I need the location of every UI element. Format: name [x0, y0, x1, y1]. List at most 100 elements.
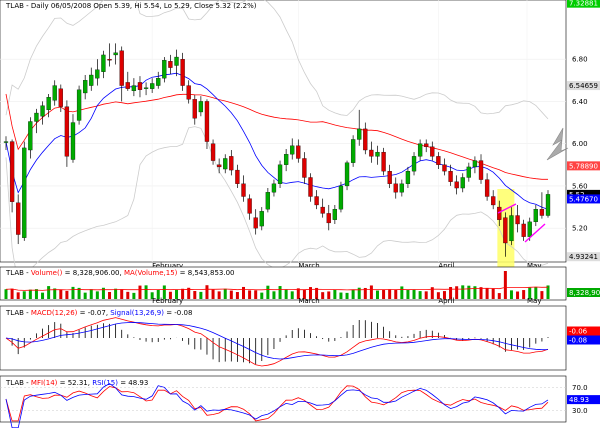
rsi-line	[5, 383, 549, 428]
price-tick-label: 5.20	[572, 225, 588, 233]
candle	[216, 158, 222, 174]
candle	[448, 164, 453, 186]
candle	[143, 82, 149, 96]
volume-bar	[223, 288, 227, 299]
candle	[521, 219, 526, 241]
volume-bar	[10, 288, 14, 299]
candle	[22, 141, 27, 241]
header-part-4: = 8,543,853.00	[177, 269, 234, 277]
candle-body	[210, 143, 216, 161]
candle	[265, 188, 271, 213]
candles	[3, 43, 551, 257]
price-tick-label: 5.60	[572, 182, 588, 190]
candle-body	[16, 202, 21, 235]
candle	[533, 204, 538, 227]
volume-bar	[528, 287, 532, 299]
candle-body	[326, 213, 331, 224]
month-label: May	[527, 297, 541, 305]
volume-bar	[22, 291, 26, 299]
volume-bar	[108, 291, 112, 299]
candle	[405, 166, 411, 189]
volume-bar	[235, 292, 239, 299]
candle-body	[241, 183, 246, 197]
candle	[326, 204, 331, 231]
candle	[338, 181, 344, 213]
candle-body	[472, 160, 478, 168]
volume-bar	[509, 290, 513, 299]
candle	[46, 94, 51, 118]
price-grid	[0, 0, 566, 262]
month-label: March	[298, 297, 319, 305]
candle	[290, 138, 295, 160]
volume-bar	[503, 271, 507, 299]
month-label: February	[152, 262, 183, 270]
candle	[509, 207, 514, 246]
volume-bar	[162, 285, 166, 299]
candle	[16, 194, 21, 245]
price-title: TLAB - Daily 06/05/2008 Open 5.39, Hi 5.…	[5, 2, 257, 10]
candle-body	[198, 101, 204, 113]
volume-bar	[302, 289, 306, 299]
price-tag-box	[567, 194, 600, 204]
candle	[113, 43, 118, 65]
volume-bar	[168, 291, 172, 299]
price-tag-label: 5.78890	[569, 162, 598, 170]
volume-bar	[53, 288, 57, 299]
candle-body	[143, 87, 149, 89]
candle	[253, 209, 258, 235]
header-part-0: TLAB -	[5, 269, 31, 277]
candle-body	[515, 215, 520, 225]
volume-bar	[95, 291, 99, 299]
candle-body	[411, 156, 417, 172]
candle-body	[64, 106, 70, 157]
candle	[515, 204, 520, 233]
volume-bar	[229, 290, 233, 299]
mfi-title: TLAB - MFI(14) = 52.31, RSI(15) = 48.93	[5, 379, 148, 387]
header-part-2: = 52.31,	[57, 379, 92, 387]
candle	[497, 200, 502, 227]
mfi-line	[5, 385, 549, 422]
candle-body	[216, 164, 222, 168]
volume-bar	[296, 288, 300, 299]
volume-bar	[260, 292, 264, 299]
candle-body	[466, 166, 471, 178]
volume-bar	[357, 287, 361, 299]
candle-body	[70, 122, 76, 160]
candle-body	[533, 209, 538, 223]
volume-bar	[479, 287, 483, 299]
candle	[174, 49, 179, 77]
candle-body	[58, 88, 63, 107]
candle-body	[95, 69, 100, 79]
volume-bar	[47, 286, 51, 299]
candle	[83, 75, 88, 100]
candle	[70, 114, 76, 163]
candle	[198, 96, 204, 117]
volume-bar	[308, 287, 312, 299]
candle-body	[247, 198, 252, 214]
volume-bar	[59, 289, 63, 299]
macd-axis: -0.06-0.08	[567, 326, 600, 345]
candle-body	[119, 50, 124, 86]
volume-bar	[199, 291, 203, 299]
candle-body	[28, 121, 33, 151]
candle	[64, 100, 70, 167]
candle-body	[442, 164, 447, 172]
volume-bar	[284, 289, 288, 299]
candle	[229, 150, 234, 176]
candle-body	[168, 61, 173, 68]
candle	[40, 101, 45, 125]
candle-body	[9, 141, 15, 202]
volume-bar	[77, 287, 81, 299]
candle-body	[34, 112, 39, 122]
volume-bar	[363, 287, 367, 299]
candle	[472, 156, 478, 174]
volume-bar	[217, 291, 221, 299]
candle-body	[369, 149, 374, 157]
candle	[424, 139, 429, 153]
candle	[180, 52, 185, 91]
price-tag-box	[567, 189, 600, 199]
candle-body	[302, 158, 307, 178]
candle-body	[180, 59, 185, 86]
volume-tag-label: 8,328,90	[569, 289, 600, 297]
candle	[320, 198, 325, 218]
